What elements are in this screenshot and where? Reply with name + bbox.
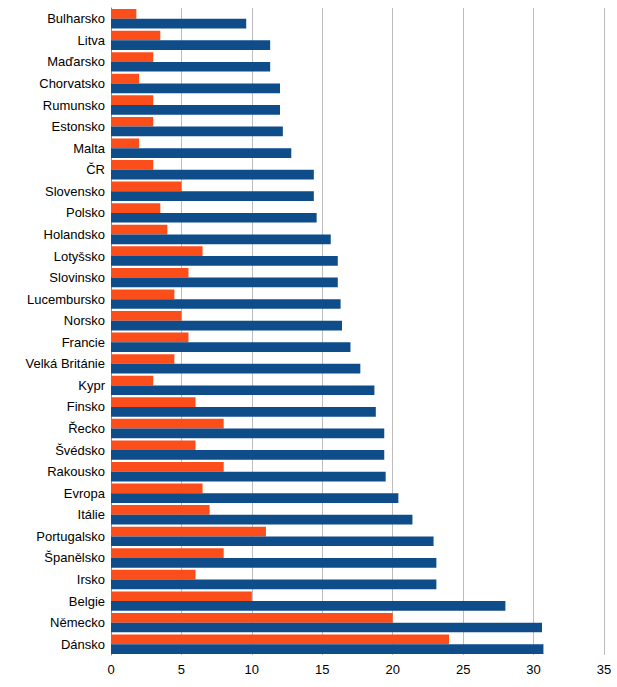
svg-text:Belgie: Belgie [69,594,105,609]
svg-text:Německo: Německo [50,615,105,630]
svg-text:Slovinsko: Slovinsko [49,270,105,285]
svg-text:Litva: Litva [78,33,106,48]
svg-text:Lucembursko: Lucembursko [27,292,105,307]
svg-text:Dánsko: Dánsko [61,637,105,652]
svg-text:Švédsko: Švédsko [55,443,105,458]
svg-text:Holandsko: Holandsko [44,227,105,242]
svg-text:Maďarsko: Maďarsko [47,54,105,69]
svg-text:Estonsko: Estonsko [52,119,105,134]
svg-text:ČR: ČR [86,162,105,177]
svg-text:Bulharsko: Bulharsko [47,11,105,26]
svg-text:10: 10 [245,662,259,677]
svg-text:Malta: Malta [73,141,106,156]
svg-text:35: 35 [597,662,611,677]
svg-text:Řecko: Řecko [68,421,105,436]
svg-text:5: 5 [178,662,185,677]
svg-text:Francie: Francie [62,335,105,350]
svg-text:20: 20 [385,662,399,677]
svg-text:Chorvatsko: Chorvatsko [39,76,105,91]
svg-text:Rumunsko: Rumunsko [43,98,105,113]
svg-text:30: 30 [526,662,540,677]
svg-text:Velká Británie: Velká Británie [26,356,106,371]
svg-text:0: 0 [107,662,114,677]
svg-text:Finsko: Finsko [67,399,105,414]
svg-text:Portugalsko: Portugalsko [36,529,105,544]
svg-text:Španělsko: Španělsko [44,550,105,565]
svg-text:Polsko: Polsko [66,205,105,220]
svg-text:Norsko: Norsko [64,313,105,328]
svg-text:Irsko: Irsko [77,572,105,587]
svg-text:Evropa: Evropa [64,486,106,501]
svg-text:Slovensko: Slovensko [45,184,105,199]
svg-text:Lotyšsko: Lotyšsko [54,249,105,264]
svg-text:Kypr: Kypr [78,378,105,393]
svg-text:25: 25 [456,662,470,677]
svg-text:Rakousko: Rakousko [47,464,105,479]
svg-text:Itálie: Itálie [78,507,105,522]
svg-text:15: 15 [315,662,329,677]
